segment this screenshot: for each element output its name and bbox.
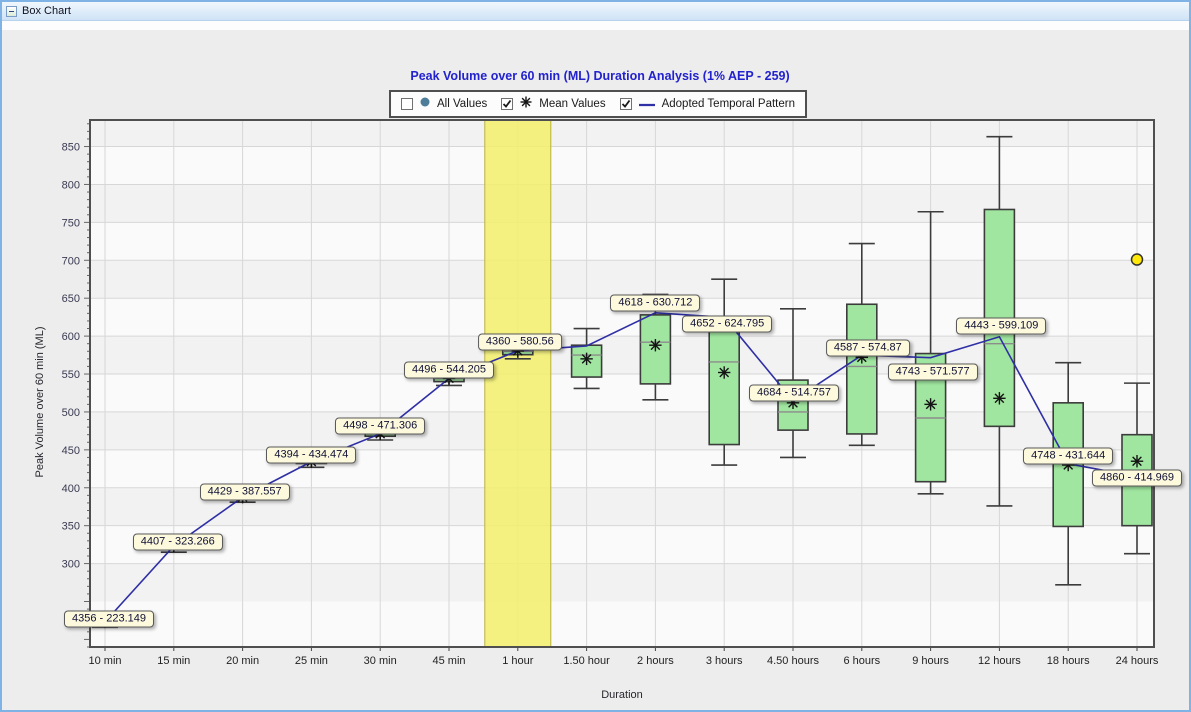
x-tick-label: 15 min <box>157 655 190 667</box>
x-tick-label: 18 hours <box>1047 655 1090 667</box>
adopted-label-4-50-hours: 4684 - 514.757 <box>748 384 840 402</box>
box-3-hours <box>708 278 741 466</box>
y-tick-label: 500 <box>62 407 80 419</box>
adopted-label-12-hours: 4443 - 599.109 <box>956 317 1047 335</box>
legend-checkbox-adopted-temporal-pattern[interactable] <box>619 98 632 110</box>
y-tick-label: 600 <box>62 331 80 343</box>
x-tick-label: 3 hours <box>706 655 743 667</box>
adopted-pattern-line <box>104 312 1138 623</box>
adopted-label-2-hours: 4618 - 630.712 <box>610 294 701 312</box>
adopted-label-6-hours: 4587 - 574.87 <box>825 339 910 357</box>
x-tick-label: 25 min <box>295 655 328 667</box>
outlier-point <box>1130 253 1144 266</box>
legend-checkbox-all-values[interactable] <box>401 98 414 110</box>
window-titlebar: Box Chart <box>2 2 1189 21</box>
x-tick-label: 24 hours <box>1116 655 1159 667</box>
x-tick-label: 2 hours <box>637 655 674 667</box>
adopted-label-30-min: 4498 - 471.306 <box>335 417 426 435</box>
adopted-label-45-min: 4496 - 544.205 <box>403 361 495 379</box>
legend-item-all-values: All Values <box>401 95 487 113</box>
collapse-icon[interactable] <box>6 5 17 17</box>
adopted-label-15-min: 4407 - 323.266 <box>132 533 223 551</box>
legend-label: All Values <box>437 98 488 110</box>
asterisk-marker-icon <box>519 95 533 114</box>
box-6-hours <box>845 242 878 447</box>
circle-marker-icon <box>419 95 431 113</box>
y-tick-label: 400 <box>62 483 80 495</box>
adopted-label-18-hours: 4748 - 431.644 <box>1023 447 1114 465</box>
y-tick-label: 850 <box>62 142 80 154</box>
x-tick-label: 1.50 hour <box>563 655 610 667</box>
x-tick-label: 9 hours <box>912 655 949 667</box>
x-tick-label: 20 min <box>226 655 259 667</box>
x-tick-label: 30 min <box>364 655 397 667</box>
adopted-label-20-min: 4429 - 387.557 <box>199 483 290 501</box>
critical-duration-band <box>484 120 552 647</box>
y-tick-label: 550 <box>62 369 80 381</box>
y-tick-label: 300 <box>62 559 80 571</box>
x-tick-label: 1 hour <box>502 655 534 667</box>
x-tick-label: 12 hours <box>978 655 1021 667</box>
adopted-label-3-hours: 4652 - 624.795 <box>682 315 773 333</box>
x-axis-title: Duration <box>601 689 643 701</box>
adopted-label-25-min: 4394 - 434.474 <box>266 446 357 464</box>
y-tick-label: 450 <box>62 445 80 457</box>
y-tick-label: 750 <box>62 217 80 229</box>
legend-item-mean-values: Mean Values <box>501 95 606 114</box>
chart-title: Peak Volume over 60 min (ML) Duration An… <box>410 69 790 83</box>
x-tick-label: 4.50 hours <box>767 655 819 667</box>
adopted-label-1-hour: 4360 - 580.56 <box>477 333 562 351</box>
y-tick-label: 350 <box>62 521 80 533</box>
legend-item-adopted-temporal-pattern: Adopted Temporal Pattern <box>619 95 795 113</box>
window-title: Box Chart <box>22 5 71 17</box>
y-tick-label: 800 <box>62 179 80 191</box>
adopted-label-10-min: 4356 - 223.149 <box>63 610 155 628</box>
panel-top-strip <box>2 21 1189 30</box>
adopted-label-9-hours: 4743 - 571.577 <box>887 363 978 381</box>
legend-label: Adopted Temporal Pattern <box>661 98 795 110</box>
legend-checkbox-mean-values[interactable] <box>501 98 514 110</box>
line-marker-icon <box>638 95 656 113</box>
plot-canvas: 300 350 400 450 500 550 600 650 700 750 800 850 10 m… <box>62 119 1159 667</box>
legend-label: Mean Values <box>539 98 606 110</box>
x-tick-label: 10 min <box>88 655 121 667</box>
x-tick-label: 45 min <box>432 655 465 667</box>
y-axis-title: Peak Volume over 60 min (ML) <box>34 326 46 478</box>
legend: All Values Mean Values Adopted Temporal Pa… <box>389 90 807 118</box>
x-tick-label: 6 hours <box>843 655 880 667</box>
y-tick-label: 650 <box>62 293 80 305</box>
adopted-label-24-hours: 4860 - 414.969 <box>1091 469 1183 487</box>
y-tick-label: 700 <box>62 255 80 267</box>
chart-panel: Peak Volume over 60 min (ML) Duration An… <box>2 21 1189 710</box>
